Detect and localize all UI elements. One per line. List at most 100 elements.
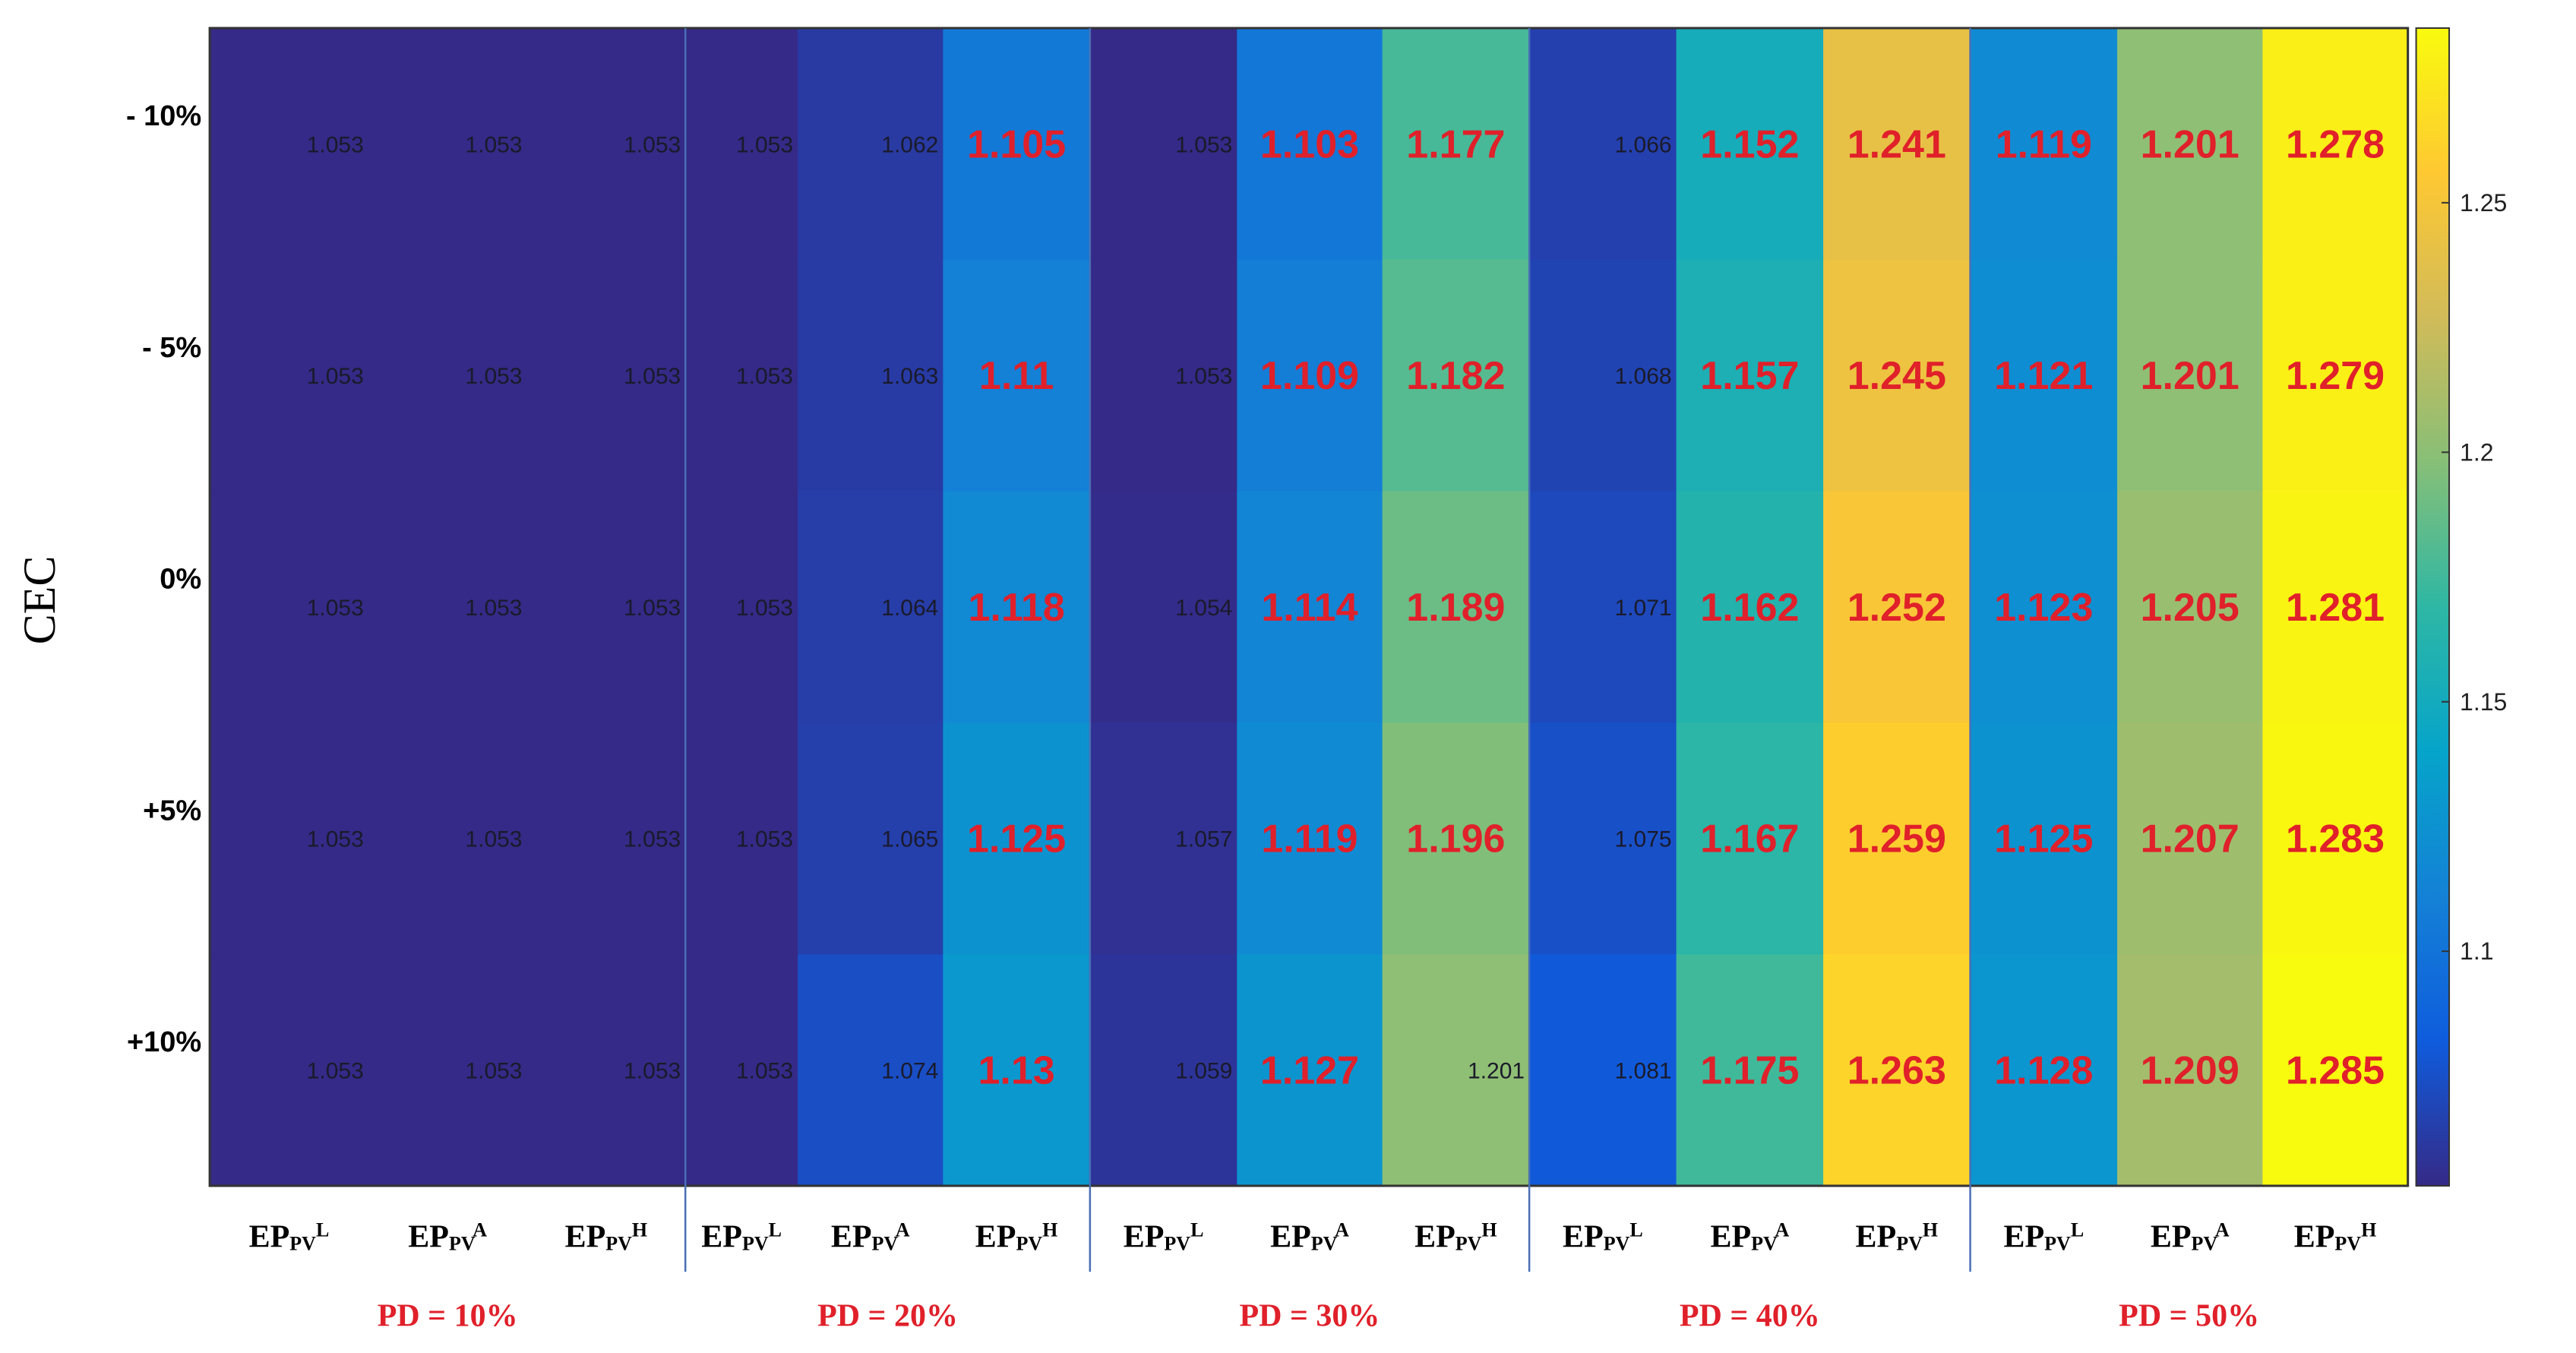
colorbar-tick-label: 1.25 xyxy=(2460,189,2507,217)
cell-value-label: 1.152 xyxy=(1700,122,1799,166)
column-label: EPPVH xyxy=(1856,1219,1939,1254)
cell-value-label: 1.054 xyxy=(1175,596,1232,621)
heatmap-cell xyxy=(210,27,369,261)
cell-value-label: 1.053 xyxy=(465,364,522,389)
heatmap-cell xyxy=(526,27,686,261)
cell-value-label: 1.053 xyxy=(307,1059,364,1084)
heatmap-cell xyxy=(1970,722,2118,955)
column-label: EPPVL xyxy=(701,1219,782,1254)
cell-value-label: 1.259 xyxy=(1847,817,1946,861)
cell-value-label: 1.068 xyxy=(1615,364,1672,389)
column-label: EPPVH xyxy=(2294,1219,2377,1254)
cell-value-label: 1.053 xyxy=(465,827,522,852)
cell-value-label: 1.281 xyxy=(2286,586,2385,630)
cell-value-label: 1.205 xyxy=(2141,586,2239,630)
heatmap-cell xyxy=(2262,27,2409,261)
row-label: +10% xyxy=(127,1026,201,1058)
column-label: EPPVA xyxy=(831,1219,910,1254)
cell-value-label: 1.201 xyxy=(2141,354,2239,398)
heatmap-cell xyxy=(1823,27,1971,261)
heatmap-cell xyxy=(1382,259,1530,492)
cell-value-label: 1.283 xyxy=(2286,817,2385,861)
column-label: EPPVL xyxy=(1124,1219,1204,1254)
heatmap-cell xyxy=(2262,722,2409,955)
heatmap-cell xyxy=(368,259,528,492)
heatmap-cell xyxy=(210,259,369,492)
cell-value-label: 1.053 xyxy=(465,132,522,157)
heatmap-cell xyxy=(526,954,686,1187)
column-label: EPPVA xyxy=(1270,1219,1349,1254)
heatmap-cell xyxy=(1823,259,1971,492)
heatmap-cell xyxy=(1382,954,1530,1187)
heatmap-cell xyxy=(1382,27,1530,261)
cell-value-label: 1.053 xyxy=(1175,364,1232,389)
cell-value-label: 1.071 xyxy=(1615,596,1672,621)
heatmap-cell xyxy=(368,27,528,261)
heatmap-cell xyxy=(1970,491,2118,723)
heatmap-cell xyxy=(1529,491,1677,723)
cell-value-label: 1.114 xyxy=(1261,586,1358,630)
cell-value-label: 1.279 xyxy=(2286,354,2385,398)
heatmap-cell xyxy=(1823,491,1971,723)
heatmap-cell xyxy=(685,722,798,955)
cell-value-label: 1.053 xyxy=(624,364,681,389)
heatmap-cell xyxy=(1237,722,1383,955)
group-labels: PD = 10% PD = 20% PD = 30% PD = 40% PD = 50% xyxy=(378,1299,2259,1334)
cell-value-label: 1.119 xyxy=(1996,122,2092,166)
colorbar-scale xyxy=(2415,27,2451,1187)
heatmap-cell xyxy=(1970,259,2118,492)
heatmap-cell xyxy=(1237,27,1383,261)
cell-value-label: 1.075 xyxy=(1615,827,1672,852)
heatmap-cell xyxy=(798,259,943,492)
cell-value-label: 1.062 xyxy=(881,132,938,157)
heatmap-cell xyxy=(685,491,798,723)
column-label: EPPVL xyxy=(1563,1219,1643,1254)
row-label: - 5% xyxy=(142,332,201,364)
column-label: EPPVA xyxy=(2151,1219,2230,1254)
cell-value-label: 1.119 xyxy=(1261,817,1358,861)
cell-value-label: 1.065 xyxy=(881,827,938,852)
group-label: PD = 20% xyxy=(817,1299,958,1334)
heatmap-cell xyxy=(526,722,686,955)
cell-labels: 1.053 1.053 1.053 1.053 1.062 1.105 1.053 1.103… xyxy=(307,122,2385,1092)
cell-value-label: 1.241 xyxy=(1847,122,1946,166)
cell-value-label: 1.123 xyxy=(1994,586,2093,630)
heatmap-cell xyxy=(526,491,686,723)
cell-value-label: 1.053 xyxy=(736,1059,793,1084)
cell-value-label: 1.053 xyxy=(736,364,793,389)
heatmap-cell xyxy=(1823,954,1971,1187)
cell-value-label: 1.081 xyxy=(1615,1059,1672,1084)
heatmap-cell xyxy=(685,259,798,492)
cell-value-label: 1.162 xyxy=(1700,586,1799,630)
cell-value-label: 1.285 xyxy=(2286,1049,2385,1093)
heatmap-cell xyxy=(2117,491,2263,723)
cell-value-label: 1.177 xyxy=(1406,122,1505,166)
heatmap-cell xyxy=(1823,722,1971,955)
heatmap-cell xyxy=(1970,954,2118,1187)
heatmap-cell xyxy=(943,722,1091,955)
cell-value-label: 1.066 xyxy=(1615,132,1672,157)
column-label: EPPVH xyxy=(565,1219,648,1254)
cell-value-label: 1.053 xyxy=(307,364,364,389)
heatmap-cell xyxy=(943,259,1091,492)
heatmap-cell xyxy=(210,491,369,723)
cell-value-label: 1.053 xyxy=(624,827,681,852)
cell-value-label: 1.053 xyxy=(624,132,681,157)
group-label: PD = 40% xyxy=(1680,1299,1820,1334)
heatmap-cell xyxy=(368,954,528,1187)
cell-value-label: 1.128 xyxy=(1994,1049,2093,1093)
heatmap-cell xyxy=(685,954,798,1187)
heatmap-cell xyxy=(943,491,1091,723)
cell-value-label: 1.053 xyxy=(1175,132,1232,157)
cell-value-label: 1.053 xyxy=(465,1059,522,1084)
row-labels: - 10% - 5% 0% +5% +10% xyxy=(126,100,201,1058)
heatmap-cell xyxy=(2262,954,2409,1187)
cell-value-label: 1.057 xyxy=(1175,827,1232,852)
cell-value-label: 1.13 xyxy=(978,1049,1054,1093)
colorbar-tick-label: 1.2 xyxy=(2460,438,2493,466)
heatmap-cell xyxy=(1237,954,1383,1187)
cell-value-label: 1.063 xyxy=(881,364,938,389)
cell-value-label: 1.167 xyxy=(1700,817,1799,861)
cell-value-label: 1.207 xyxy=(2141,817,2239,861)
column-label: EPPVA xyxy=(1710,1219,1789,1254)
